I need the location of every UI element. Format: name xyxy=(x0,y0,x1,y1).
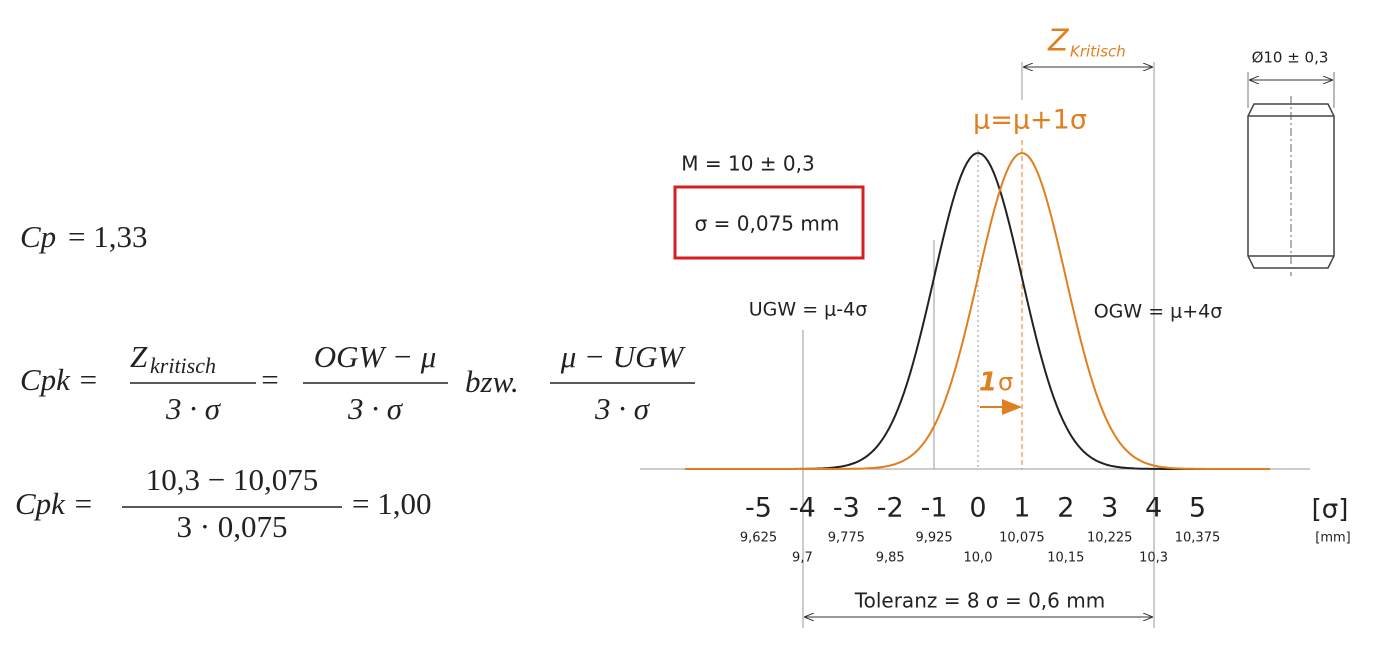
denominator: 3 · σ xyxy=(594,391,651,426)
tolerance: Toleranz = 8 σ = 0,6 mm xyxy=(854,589,1105,613)
denominator: 3 · σ xyxy=(347,391,404,426)
sigma-tick: -3 xyxy=(833,493,860,524)
cpk-symbol: Cpk = xyxy=(20,362,99,397)
sigma-tick: 2 xyxy=(1057,493,1074,524)
cp-symbol: Cp xyxy=(20,219,56,254)
equals: = xyxy=(261,362,278,397)
sigma-tick: 0 xyxy=(969,493,986,524)
mm-tick: 10,225 xyxy=(1087,531,1133,546)
result: = 1,00 xyxy=(352,486,431,521)
sigma-tick: -4 xyxy=(789,493,816,524)
sigma-tick: -2 xyxy=(877,493,904,524)
sigma-tick: 1 xyxy=(1013,493,1030,524)
ugw: UGW = μ-4σ xyxy=(749,299,868,321)
mm-tick: 9,7 xyxy=(792,551,813,566)
denominator: 3 · 0,075 xyxy=(176,509,287,544)
sigma-tick: 5 xyxy=(1189,493,1206,524)
shift-number: 1 xyxy=(979,368,997,398)
mm-tick: 9,925 xyxy=(915,531,952,546)
mm-tick: 9,85 xyxy=(876,551,905,566)
z: Z xyxy=(130,339,148,374)
sigma: σ = 0,075 mm xyxy=(695,212,840,236)
sigma-tick: -1 xyxy=(921,493,948,524)
curve-shifted xyxy=(685,152,1270,470)
nominal: M = 10 ± 0,3 xyxy=(681,152,814,176)
mm-tick: 9,775 xyxy=(828,531,865,546)
numerator: 10,3 − 10,075 xyxy=(146,462,318,497)
numerator: OGW − μ xyxy=(314,339,437,374)
mm-tick: 10,3 xyxy=(1139,551,1168,566)
shift-label: μ=μ+1σ xyxy=(973,105,1087,136)
numerator: μ − UGW xyxy=(560,339,687,374)
shift-unit: σ xyxy=(998,368,1013,396)
denominator: 3 · σ xyxy=(165,391,222,426)
z-label: Z xyxy=(1047,24,1070,59)
sigma-tick: -5 xyxy=(745,493,772,524)
ogw: OGW = μ+4σ xyxy=(1094,301,1223,323)
mm-tick: 10,15 xyxy=(1047,551,1084,566)
highlight-box xyxy=(673,185,865,260)
ticks: -5 -4 -3 -2 -1 0 1 2 3 4 59,625 9,775 9,925 10,075 10,… xyxy=(740,493,1220,566)
part-label: Ø10 ± 0,3 xyxy=(1252,49,1329,67)
mm-unit: [mm] xyxy=(1315,531,1350,546)
sigma-tick: 4 xyxy=(1145,493,1162,524)
mm-tick: 9,625 xyxy=(740,531,777,546)
mm-tick: 10,0 xyxy=(964,551,993,566)
mm-tick: 10,075 xyxy=(999,531,1045,546)
z-sub: kritisch xyxy=(150,353,216,378)
cp-value: = 1,33 xyxy=(68,219,147,254)
sigma-tick: 3 xyxy=(1101,493,1118,524)
or: bzw. xyxy=(465,364,519,399)
z-sub: Kritisch xyxy=(1070,43,1126,61)
cpk-symbol: Cpk = xyxy=(15,486,94,521)
sigma-unit: [σ] xyxy=(1312,495,1349,525)
mm-tick: 10,375 xyxy=(1175,531,1221,546)
